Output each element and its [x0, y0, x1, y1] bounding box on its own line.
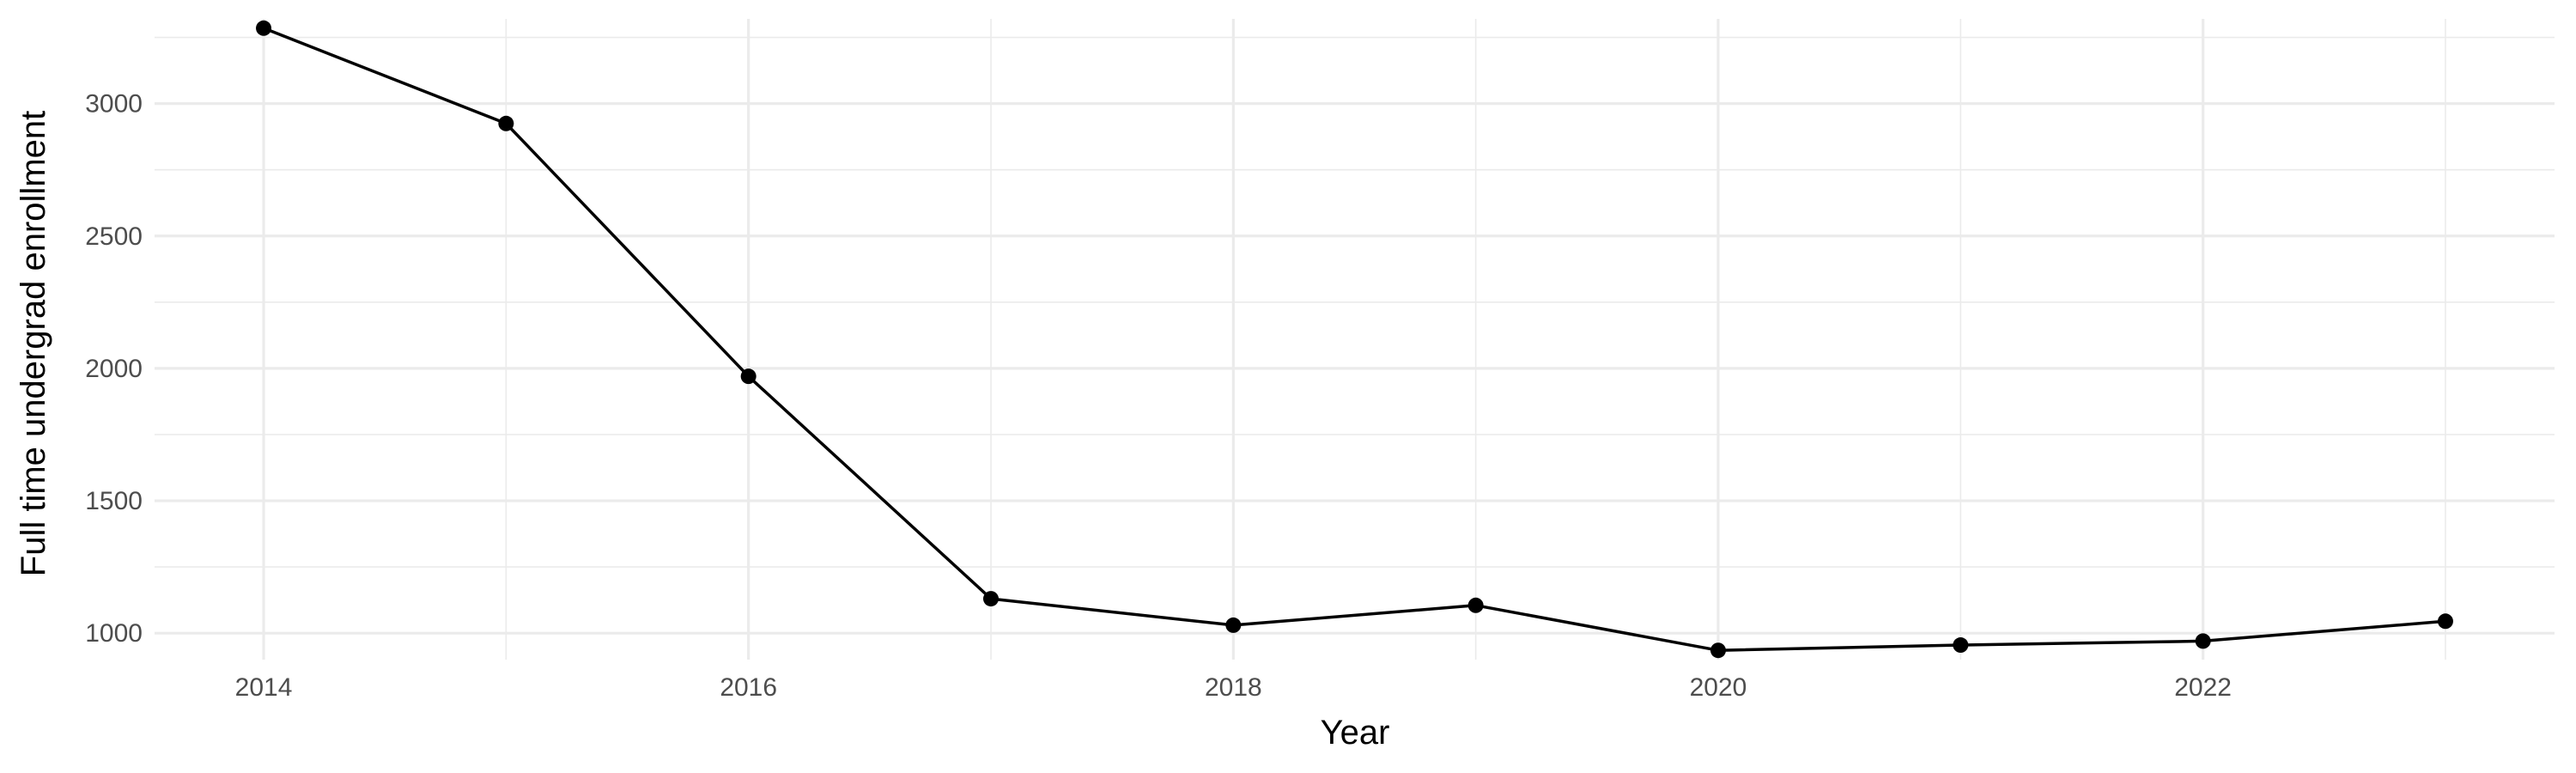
series-line: [262, 27, 2447, 652]
x-tick-label: 2018: [1205, 673, 1262, 702]
x-tick-label: 2014: [235, 673, 293, 702]
x-tick-label: 2022: [2174, 673, 2232, 702]
data-point: [2195, 633, 2211, 649]
data-point: [1225, 617, 1242, 633]
data-point: [1710, 642, 1726, 659]
data-series: [262, 27, 2447, 652]
data-points: [256, 20, 2453, 659]
data-point: [498, 115, 514, 131]
major-gridlines: [155, 19, 2555, 660]
data-point: [256, 20, 272, 36]
x-tick-label: 2016: [720, 673, 777, 702]
minor-gridlines: [155, 19, 2555, 660]
data-point: [2437, 613, 2453, 630]
data-point: [1953, 637, 1969, 654]
y-axis-tick-labels: 1000 1500 2000 2500 3000: [85, 90, 143, 648]
x-tick-label: 2020: [1690, 673, 1747, 702]
y-tick-label: 3000: [85, 90, 143, 119]
x-axis-tick-labels: 2014 2016 2018 2020 2022: [235, 673, 2232, 702]
y-axis-title: Full time undergrad enrollment: [15, 111, 52, 576]
data-point: [740, 368, 756, 385]
y-tick-label: 1000: [85, 619, 143, 648]
data-point: [1467, 597, 1484, 613]
y-tick-label: 2500: [85, 222, 143, 251]
data-point: [983, 591, 999, 607]
y-tick-label: 1500: [85, 487, 143, 515]
x-axis-title: Year: [1321, 714, 1390, 752]
y-tick-label: 2000: [85, 355, 143, 383]
